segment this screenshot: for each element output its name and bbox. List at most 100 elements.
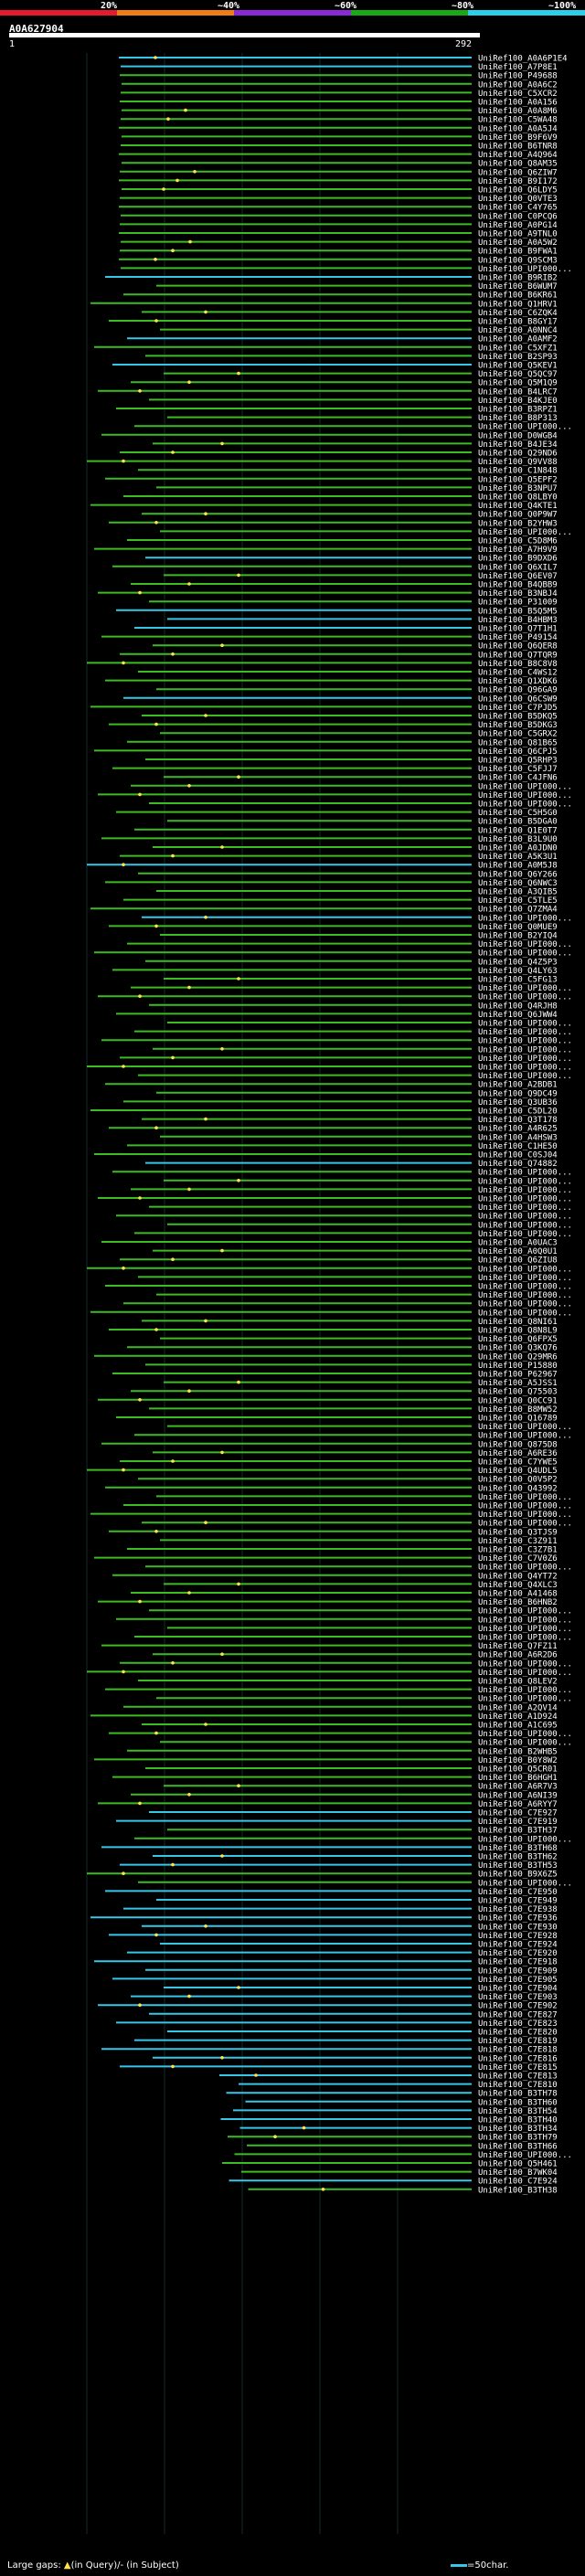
hit-label[interactable]: UniRef100_B4JE34: [478, 440, 558, 450]
hit-label[interactable]: UniRef100_UPI000...: [478, 1686, 572, 1695]
hit-label[interactable]: UniRef100_C7E813: [478, 2072, 558, 2082]
hit-label[interactable]: UniRef100_UPI000...: [478, 1659, 572, 1669]
hit-label[interactable]: UniRef100_B8MW52: [478, 1405, 558, 1415]
hit-label[interactable]: UniRef100_A0A6C2: [478, 80, 558, 90]
hit-label[interactable]: UniRef100_UPI000...: [478, 1213, 572, 1222]
hit-label[interactable]: UniRef100_C4JFN6: [478, 774, 558, 783]
hit-label[interactable]: UniRef100_UPI000...: [478, 1432, 572, 1441]
hit-label[interactable]: UniRef100_Q6Y266: [478, 870, 558, 879]
hit-label[interactable]: UniRef100_Q8LEV2: [478, 1678, 558, 1687]
hit-label[interactable]: UniRef100_A41468: [478, 1590, 558, 1599]
hit-label[interactable]: UniRef100_B5DKG3: [478, 721, 558, 730]
hit-label[interactable]: UniRef100_Q81B65: [478, 738, 558, 747]
hit-label[interactable]: UniRef100_C0SJ04: [478, 1151, 558, 1161]
hit-label[interactable]: UniRef100_UPI000...: [478, 1502, 572, 1511]
hit-label[interactable]: UniRef100_B5DKQ5: [478, 713, 558, 722]
hit-label[interactable]: UniRef100_Q4RJH8: [478, 1002, 558, 1011]
hit-label[interactable]: UniRef100_Q4YT72: [478, 1572, 558, 1581]
hit-label[interactable]: UniRef100_Q0P9W7: [478, 511, 558, 520]
hit-label[interactable]: UniRef100_C7E930: [478, 1923, 558, 1932]
hit-label[interactable]: UniRef100_UPI000...: [478, 1274, 572, 1283]
hit-label[interactable]: UniRef100_P62967: [478, 1371, 558, 1380]
hit-label[interactable]: UniRef100_C3Z7B1: [478, 1546, 558, 1555]
hit-label[interactable]: UniRef100_B9FWA1: [478, 248, 558, 257]
hit-label[interactable]: UniRef100_Q6EV07: [478, 572, 558, 581]
hit-label[interactable]: UniRef100_Q0MUE9: [478, 923, 558, 932]
hit-label[interactable]: UniRef100_UPI000...: [478, 265, 572, 274]
hit-label[interactable]: UniRef100_B6WUM7: [478, 282, 558, 292]
hit-label[interactable]: UniRef100_UPI000...: [478, 2151, 572, 2160]
hit-label[interactable]: UniRef100_UPI000...: [478, 1607, 572, 1617]
hit-label[interactable]: UniRef100_C1HE50: [478, 1142, 558, 1151]
hit-label[interactable]: UniRef100_Q5CR01: [478, 1765, 558, 1775]
hit-label[interactable]: UniRef100_C7PJD5: [478, 704, 558, 713]
hit-label[interactable]: UniRef100_B7WK04: [478, 2168, 558, 2178]
hit-label[interactable]: UniRef100_B0Y8W2: [478, 1756, 558, 1765]
hit-label[interactable]: UniRef100_D0WGB4: [478, 431, 558, 440]
hit-label[interactable]: UniRef100_Q4KTE1: [478, 502, 558, 511]
hit-label[interactable]: UniRef100_Q0VTE3: [478, 195, 558, 204]
hit-label[interactable]: UniRef100_B3TH66: [478, 2142, 558, 2151]
hit-label[interactable]: UniRef100_C7E815: [478, 2063, 558, 2072]
hit-label[interactable]: UniRef100_C5XCR2: [478, 90, 558, 99]
hit-label[interactable]: UniRef100_C7E938: [478, 1905, 558, 1914]
hit-label[interactable]: UniRef100_B3NPU7: [478, 484, 558, 493]
hit-label[interactable]: UniRef100_Q7T1H1: [478, 625, 558, 634]
hit-label[interactable]: UniRef100_UPI000...: [478, 1634, 572, 1643]
hit-label[interactable]: UniRef100_C7E920: [478, 1949, 558, 1958]
hit-label[interactable]: UniRef100_UPI000...: [478, 1695, 572, 1704]
hit-label[interactable]: UniRef100_A1C695: [478, 1722, 558, 1731]
hit-label[interactable]: UniRef100_Q9DC49: [478, 1089, 558, 1098]
hit-label[interactable]: UniRef100_UPI000...: [478, 1177, 572, 1186]
hit-label[interactable]: UniRef100_Q8AM35: [478, 160, 558, 169]
hit-label[interactable]: UniRef100_C5TLE5: [478, 896, 558, 906]
hit-label[interactable]: UniRef100_B5DGA0: [478, 818, 558, 827]
hit-label[interactable]: UniRef100_A0A8M6: [478, 107, 558, 116]
hit-label[interactable]: UniRef100_Q8NI61: [478, 1318, 558, 1327]
hit-label[interactable]: UniRef100_C5WA48: [478, 116, 558, 125]
hit-label[interactable]: UniRef100_Q7ZMA4: [478, 906, 558, 915]
hit-label[interactable]: UniRef100_Q6CSW9: [478, 694, 558, 704]
hit-label[interactable]: UniRef100_C7E819: [478, 2037, 558, 2046]
hit-label[interactable]: UniRef100_A0A6P1E4: [478, 55, 568, 64]
hit-label[interactable]: UniRef100_B4KJE0: [478, 397, 558, 406]
hit-label[interactable]: UniRef100_Q6XIL7: [478, 563, 558, 572]
hit-label[interactable]: UniRef100_B3TH40: [478, 2116, 558, 2125]
hit-label[interactable]: UniRef100_Q4XLC3: [478, 1581, 558, 1590]
hit-label[interactable]: UniRef100_B3TH37: [478, 1827, 558, 1836]
hit-label[interactable]: UniRef100_B3L9U0: [478, 835, 558, 844]
hit-label[interactable]: UniRef100_Q4UDL5: [478, 1467, 558, 1476]
hit-label[interactable]: UniRef100_UPI000...: [478, 1055, 572, 1064]
hit-label[interactable]: UniRef100_UPI000...: [478, 1423, 572, 1432]
hit-label[interactable]: UniRef100_B3TH60: [478, 2098, 558, 2107]
hit-label[interactable]: UniRef100_B2YIQ4: [478, 932, 558, 941]
hit-label[interactable]: UniRef100_B3TH68: [478, 1844, 558, 1853]
hit-label[interactable]: UniRef100_UPI000...: [478, 1739, 572, 1748]
hit-label[interactable]: UniRef100_C7YWE5: [478, 1458, 558, 1468]
hit-label[interactable]: UniRef100_P31009: [478, 599, 558, 608]
hit-label[interactable]: UniRef100_C5XFZ1: [478, 344, 558, 353]
hit-label[interactable]: UniRef100_Q5KEV1: [478, 362, 558, 371]
hit-label[interactable]: UniRef100_A6RE36: [478, 1449, 558, 1458]
hit-label[interactable]: UniRef100_C7E827: [478, 2010, 558, 2019]
hit-label[interactable]: UniRef100_B3TH34: [478, 2125, 558, 2134]
hit-label[interactable]: UniRef100_Q6FPX5: [478, 1335, 558, 1344]
hit-label[interactable]: UniRef100_A9TNL0: [478, 230, 558, 239]
hit-label[interactable]: UniRef100_UPI000...: [478, 1300, 572, 1309]
hit-label[interactable]: UniRef100_UPI000...: [478, 1493, 572, 1502]
hit-label[interactable]: UniRef100_Q8LBY0: [478, 493, 558, 503]
hit-label[interactable]: UniRef100_A4R625: [478, 1125, 558, 1134]
hit-label[interactable]: UniRef100_C7E927: [478, 1809, 558, 1818]
hit-label[interactable]: UniRef100_C7E905: [478, 1976, 558, 1985]
hit-label[interactable]: UniRef100_C7E909: [478, 1966, 558, 1976]
hit-label[interactable]: UniRef100_A7H9V9: [478, 546, 558, 555]
hit-label[interactable]: UniRef100_A5K3U1: [478, 853, 558, 862]
hit-label[interactable]: UniRef100_B4QBB9: [478, 581, 558, 590]
hit-label[interactable]: UniRef100_A0A5J4: [478, 124, 558, 133]
hit-label[interactable]: UniRef100_B8GY17: [478, 318, 558, 327]
hit-label[interactable]: UniRef100_Q6CPJ5: [478, 747, 558, 757]
hit-label[interactable]: UniRef100_C5GRX2: [478, 730, 558, 739]
hit-label[interactable]: UniRef100_Q74882: [478, 1160, 558, 1169]
hit-label[interactable]: UniRef100_B3TH53: [478, 1861, 558, 1871]
hit-label[interactable]: UniRef100_UPI000...: [478, 1037, 572, 1046]
